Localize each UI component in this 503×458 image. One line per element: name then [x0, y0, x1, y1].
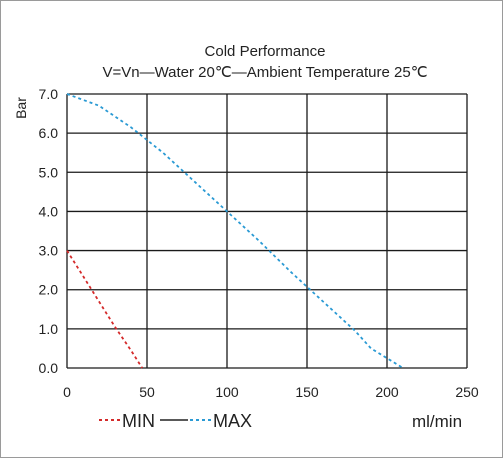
- series-lines: [66, 93, 404, 369]
- x-tick-label: 50: [139, 384, 155, 400]
- series-line-min: [66, 250, 143, 369]
- x-tick-label: 200: [375, 384, 399, 400]
- x-tick-label: 150: [295, 384, 319, 400]
- x-tick-label: 100: [215, 384, 239, 400]
- y-tick-label: 6.0: [39, 125, 59, 141]
- tick-labels: 0.0 1.0 2.0 3.0 4.0 5.0 6.0 7.0 0 50 100 150 200 250: [39, 86, 479, 400]
- series-line-max: [66, 93, 404, 369]
- y-tick-label: 7.0: [39, 86, 59, 102]
- chart-subtitle: V=Vn—Water 20℃—Ambient Temperature 25℃: [102, 64, 427, 81]
- legend-max-label: MAX: [213, 411, 252, 431]
- x-tick-label: 250: [455, 384, 479, 400]
- x-tick-label: 0: [63, 384, 71, 400]
- y-tick-label: 3.0: [39, 243, 59, 259]
- y-tick-label: 1.0: [39, 321, 59, 337]
- y-tick-label: 5.0: [39, 164, 59, 180]
- x-axis-label: ml/min: [412, 412, 462, 431]
- grid: [66, 93, 468, 369]
- legend-min-label: MIN: [122, 411, 155, 431]
- chart-title: Cold Performance: [205, 43, 326, 60]
- y-tick-label: 2.0: [39, 282, 59, 298]
- y-tick-label: 0.0: [39, 360, 59, 376]
- y-tick-label: 4.0: [39, 203, 59, 219]
- y-axis-label: Bar: [13, 97, 29, 119]
- legend: MIN MAX: [99, 411, 252, 431]
